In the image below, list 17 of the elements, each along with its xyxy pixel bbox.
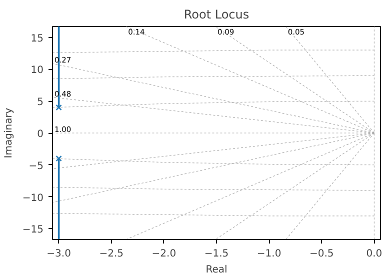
y-tick-label: 10: [30, 65, 44, 76]
y-tick-label: −15: [22, 224, 44, 236]
x-tick-label: −2.0: [152, 248, 176, 260]
x-tick-label: −1.5: [204, 248, 229, 260]
y-tick-label: 15: [30, 33, 44, 44]
y-tick-label: 0: [37, 129, 44, 140]
x-tick-label: −2.5: [99, 248, 124, 260]
x-tick-label: 0.0: [366, 248, 382, 260]
y-tick-label: −5: [28, 160, 44, 172]
chart-title: Root Locus: [184, 8, 250, 22]
y-tick-label: −10: [22, 192, 44, 204]
x-tick-label: −1.0: [256, 248, 282, 260]
x-tick-label: −0.5: [309, 248, 334, 260]
y-axis-title: Imaginary: [3, 108, 14, 158]
x-axis-title: Real: [206, 264, 228, 276]
y-tick-label: 5: [37, 97, 44, 108]
x-tick-label: −3.0: [46, 248, 71, 260]
